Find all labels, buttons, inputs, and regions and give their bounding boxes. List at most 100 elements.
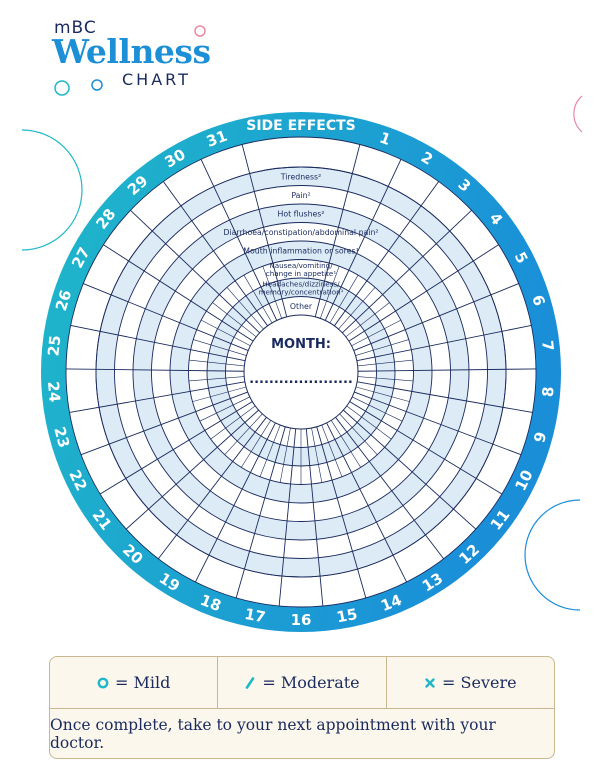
sub-divider [330, 420, 361, 468]
legend-note: Once complete, take to your next appoint… [50, 716, 496, 752]
day-number: 6 [528, 293, 548, 308]
deco-arc-blue-right [524, 499, 581, 611]
sub-divider [279, 427, 291, 483]
sub-divider [259, 424, 281, 477]
sub-divider [351, 319, 401, 346]
sub-divider [357, 376, 414, 382]
legend-mild-label: = Mild [114, 673, 171, 692]
day-divider [235, 426, 286, 599]
day-divider [130, 210, 260, 334]
cross-icon [424, 677, 436, 689]
legend-moderate: = Moderate [217, 657, 385, 708]
symptom-label: Tiredness² [280, 172, 321, 181]
day-number: 26 [52, 288, 75, 313]
day-divider [316, 426, 367, 599]
day-divider [354, 391, 522, 456]
day-divider [162, 181, 268, 327]
day-divider [158, 417, 267, 560]
sub-divider [345, 302, 390, 338]
sub-divider [243, 274, 273, 324]
symptom-label: Other [290, 302, 313, 311]
deco-circle-pink [194, 25, 206, 37]
day-divider [278, 428, 297, 607]
sub-divider [321, 424, 343, 477]
symptom-label: memory/concentration¹ [258, 287, 343, 296]
sub-divider [355, 386, 410, 402]
day-number: 15 [335, 605, 359, 627]
day-divider [241, 144, 288, 317]
logo: mBC Wellness CHART [52, 18, 222, 98]
legend-row: = Mild = Moderate = Severe [50, 657, 554, 709]
day-divider [195, 422, 276, 583]
sub-divider [188, 376, 245, 382]
legend-severe-label: = Severe [442, 673, 517, 692]
deco-circle-blue [91, 79, 103, 91]
symptom-label: Headaches/dizziness/ [262, 279, 340, 288]
sub-divider [199, 396, 250, 422]
logo-main: Wellness [52, 32, 211, 71]
day-divider [66, 368, 245, 372]
day-divider [342, 210, 472, 334]
sub-divider [311, 427, 323, 483]
sub-divider [338, 287, 376, 330]
day-divider [80, 391, 248, 456]
sub-divider [210, 405, 256, 440]
sub-divider [329, 274, 359, 324]
day-number: 23 [50, 425, 73, 450]
deco-circle-teal [54, 80, 70, 96]
symptom-label: Pain² [291, 191, 310, 200]
day-number: 16 [291, 611, 312, 629]
symptom-label: Nausea/vomiting/ [269, 261, 333, 270]
day-divider [324, 159, 402, 321]
day-divider [314, 144, 361, 317]
sub-divider [355, 339, 409, 356]
symptom-label: Hot flushes² [277, 209, 324, 218]
slash-icon [244, 676, 256, 689]
day-number: 7 [538, 340, 557, 352]
day-divider [125, 409, 259, 530]
sub-divider [192, 386, 247, 402]
legend-box: = Mild = Moderate = Severe Once complete… [49, 656, 555, 759]
wheel-title: SIDE EFFECTS [246, 118, 356, 134]
logo-prefix: mBC [54, 18, 97, 38]
deco-arc-pink-right [573, 95, 583, 133]
sub-divider [320, 266, 340, 319]
sub-divider [189, 359, 245, 367]
day-number: 17 [243, 605, 267, 627]
day-number: 25 [44, 334, 64, 357]
outer-ring-line [65, 136, 537, 608]
day-divider [343, 409, 477, 530]
day-divider [69, 381, 245, 413]
month-label: MONTH: [271, 337, 331, 352]
day-divider [348, 244, 499, 342]
day-number: 9 [530, 430, 550, 445]
logo-suffix: CHART [122, 70, 191, 89]
day-divider [305, 428, 324, 607]
day-divider [334, 181, 440, 327]
day-divider [103, 244, 254, 342]
day-number: 24 [44, 381, 64, 403]
sub-divider [357, 359, 413, 367]
symptom-label: change in appetite¹ [266, 269, 337, 278]
sub-divider [226, 287, 264, 330]
top-ring-line [95, 166, 507, 578]
day-divider [349, 401, 503, 495]
legend-severe: = Severe [385, 657, 554, 708]
sub-divider [201, 319, 251, 346]
day-divider [99, 401, 253, 495]
day-divider [200, 159, 278, 321]
sub-divider [193, 339, 247, 356]
legend-moderate-label: = Moderate [262, 673, 360, 692]
day-divider [70, 324, 246, 362]
sub-divider [352, 396, 403, 422]
symptom-label: Mouth inflammation or sores¹ [243, 246, 358, 255]
sub-divider [346, 405, 392, 440]
sub-divider [241, 420, 272, 468]
day-divider [356, 324, 532, 362]
day-divider [357, 381, 533, 413]
day-divider [357, 368, 536, 372]
sub-divider [339, 413, 378, 455]
sub-divider [224, 413, 263, 455]
